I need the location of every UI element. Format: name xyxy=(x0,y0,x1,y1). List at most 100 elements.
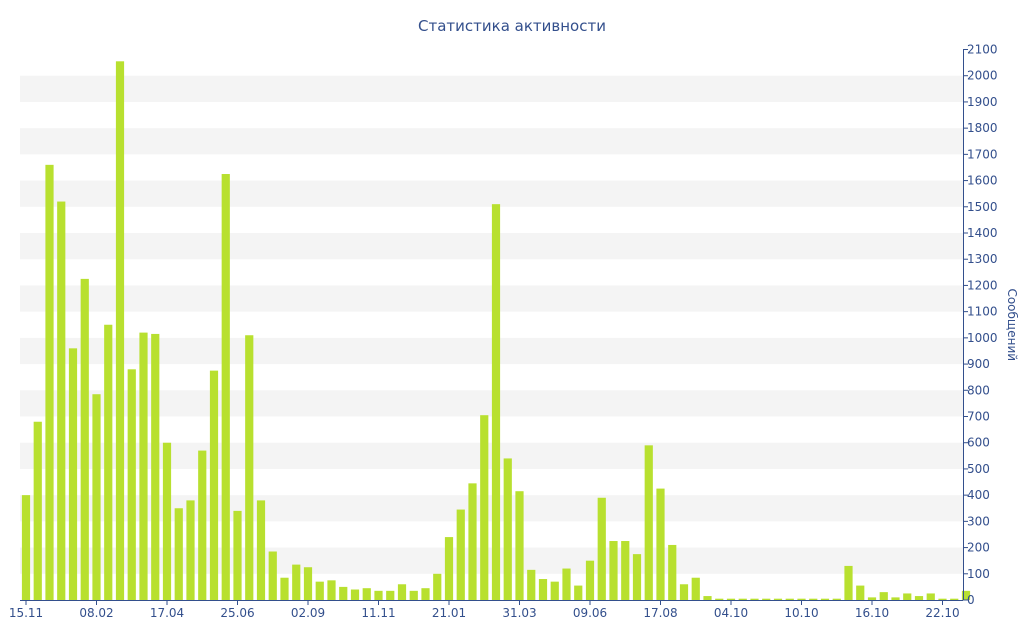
y-tick-label: 200 xyxy=(967,541,990,555)
bar xyxy=(115,61,125,601)
x-tick-label: 17.08 xyxy=(643,606,677,620)
bar xyxy=(750,598,759,600)
bar xyxy=(538,579,548,600)
bar xyxy=(104,324,113,600)
y-tick-label: 900 xyxy=(967,357,990,371)
grid-band xyxy=(20,390,963,417)
bar xyxy=(433,573,442,600)
bar xyxy=(503,458,512,600)
bar xyxy=(151,333,160,600)
y-tick-label: 1400 xyxy=(967,226,998,240)
chart-title: Статистика активности xyxy=(418,17,606,35)
bar xyxy=(879,592,888,600)
bar xyxy=(679,584,689,600)
bar xyxy=(938,598,947,600)
grid-band xyxy=(20,128,963,155)
background-bands xyxy=(20,75,963,574)
bar xyxy=(280,577,289,600)
bar xyxy=(726,598,736,600)
bar xyxy=(574,585,583,600)
bar xyxy=(609,541,618,600)
bar xyxy=(809,598,818,600)
bar xyxy=(162,442,172,600)
y-tick-label: 400 xyxy=(967,488,990,502)
y-tick-label: 1000 xyxy=(967,331,998,345)
bar xyxy=(820,598,830,600)
bar xyxy=(456,509,465,600)
bar xyxy=(386,590,395,600)
x-tick-label: 17.04 xyxy=(150,606,184,620)
bar xyxy=(691,577,700,600)
bar xyxy=(621,541,630,600)
bar xyxy=(33,421,42,600)
bar xyxy=(362,588,371,600)
bar xyxy=(315,581,324,600)
bar xyxy=(738,598,747,600)
bar xyxy=(585,560,595,600)
bar xyxy=(668,544,677,600)
x-axis-ticks: 15.11 08.02 17.04 25.06 02.09 11.11 21.01 31.03… xyxy=(9,600,960,620)
y-tick-label: 1100 xyxy=(967,305,998,319)
grid-band xyxy=(20,75,963,102)
x-tick-label: 11.11 xyxy=(361,606,395,620)
bar xyxy=(950,598,959,600)
bar xyxy=(409,590,418,600)
bar xyxy=(80,278,89,601)
grid-band xyxy=(20,547,963,574)
bar xyxy=(268,551,277,600)
y-axis-ticks: 0 100 200 300 400 500 600 700 800 900 1000 1100 1200… xyxy=(963,43,998,607)
x-tick-label: 25.06 xyxy=(220,606,254,620)
x-tick-label: 10.10 xyxy=(784,606,818,620)
bar xyxy=(350,589,360,600)
bar xyxy=(45,164,54,600)
bar xyxy=(480,415,489,600)
bar xyxy=(303,567,313,600)
y-tick-label: 1500 xyxy=(967,200,998,214)
y-tick-label: 800 xyxy=(967,383,990,397)
bar xyxy=(57,201,66,601)
y-tick-label: 100 xyxy=(967,567,990,581)
x-tick-label: 21.01 xyxy=(432,606,466,620)
bar xyxy=(174,508,183,600)
y-tick-label: 300 xyxy=(967,514,990,528)
bar xyxy=(703,596,712,600)
bar xyxy=(515,491,524,600)
bar xyxy=(198,450,207,600)
grid-band xyxy=(20,285,963,312)
bar xyxy=(491,204,501,600)
y-tick-label: 1700 xyxy=(967,147,998,161)
bar xyxy=(773,598,783,600)
bar xyxy=(421,588,430,600)
bar xyxy=(233,510,242,600)
bar xyxy=(762,598,771,600)
bar xyxy=(903,593,912,600)
x-tick-label: 04.10 xyxy=(714,606,748,620)
y-tick-label: 700 xyxy=(967,410,990,424)
bar xyxy=(139,332,148,600)
bar xyxy=(221,174,230,600)
bar xyxy=(844,565,853,600)
x-tick-label: 22.10 xyxy=(925,606,959,620)
y-tick-label: 0 xyxy=(967,593,975,607)
bar xyxy=(186,500,195,600)
y-tick-label: 2100 xyxy=(967,43,998,57)
grid-band xyxy=(20,337,963,365)
bar xyxy=(444,537,454,600)
bar xyxy=(245,335,254,600)
bar xyxy=(527,569,536,600)
y-tick-label: 1300 xyxy=(967,252,998,266)
bar xyxy=(715,598,724,600)
y-tick-label: 2000 xyxy=(967,69,998,83)
bar xyxy=(961,590,971,600)
y-tick-label: 1200 xyxy=(967,278,998,292)
bar xyxy=(832,598,841,600)
bar xyxy=(292,564,301,600)
x-tick-label: 15.11 xyxy=(9,606,43,620)
bar xyxy=(68,348,78,600)
bar xyxy=(562,568,571,600)
bar xyxy=(374,590,383,600)
bar xyxy=(92,394,101,600)
bar xyxy=(550,581,559,600)
grid-band xyxy=(20,495,963,522)
